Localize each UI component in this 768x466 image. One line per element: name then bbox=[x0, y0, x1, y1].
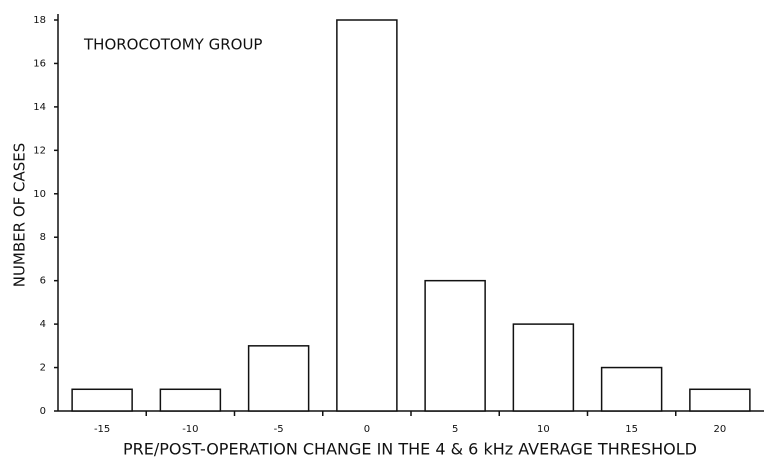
x-tick-label: 0 bbox=[364, 424, 370, 435]
chart-annotation: THOROCOTOMY GROUP bbox=[83, 36, 262, 54]
x-tick-label: 5 bbox=[452, 424, 458, 435]
bar bbox=[689, 388, 751, 412]
y-tick-label: 0 bbox=[40, 406, 46, 417]
y-tick-label: 6 bbox=[40, 276, 46, 287]
bar bbox=[424, 279, 486, 412]
y-tick-label: 10 bbox=[33, 189, 46, 200]
y-tick-label: 2 bbox=[40, 363, 46, 374]
x-tick-label: -10 bbox=[182, 424, 198, 435]
x-axis-label: PRE/POST-OPERATION CHANGE IN THE 4 & 6 k… bbox=[123, 440, 697, 459]
y-tick-label: 8 bbox=[40, 232, 46, 243]
bar bbox=[336, 19, 398, 412]
y-tick-label: 12 bbox=[33, 145, 46, 156]
x-tick-label: 15 bbox=[625, 424, 638, 435]
x-tick-label: 20 bbox=[714, 424, 727, 435]
x-tick-label: 10 bbox=[537, 424, 550, 435]
bar bbox=[247, 345, 310, 412]
bar bbox=[512, 323, 575, 412]
bar bbox=[71, 388, 133, 412]
y-tick-label: 16 bbox=[33, 58, 46, 69]
x-tick-label: -5 bbox=[274, 424, 284, 435]
bar bbox=[600, 366, 663, 412]
y-axis-label: NUMBER OF CASES bbox=[11, 143, 29, 288]
bar bbox=[159, 388, 222, 412]
x-tick-label: -15 bbox=[94, 424, 110, 435]
y-tick-label: 18 bbox=[33, 15, 46, 26]
y-tick-label: 14 bbox=[33, 102, 46, 113]
y-tick-label: 4 bbox=[40, 319, 46, 330]
